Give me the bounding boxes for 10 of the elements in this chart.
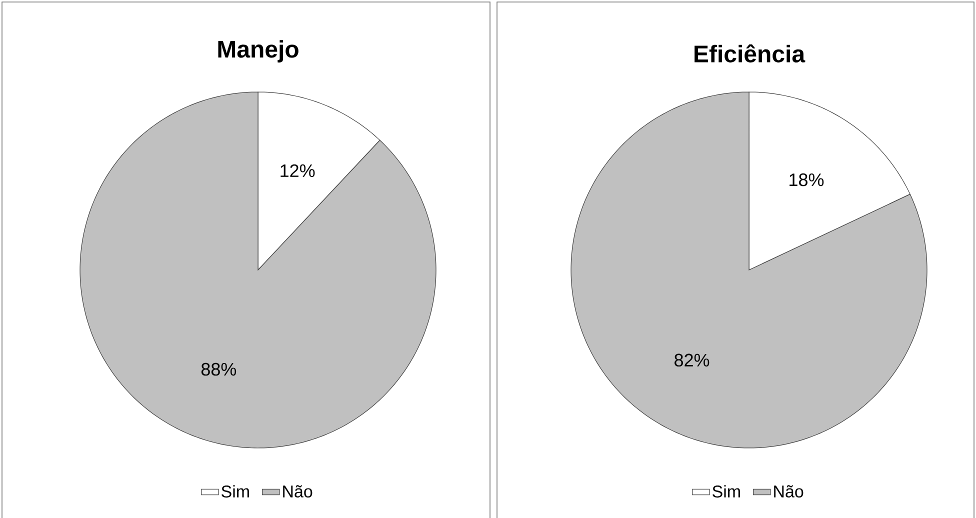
legend-label: Não — [283, 484, 312, 498]
data-label: 18% — [790, 173, 824, 186]
legend-label: Sim — [712, 484, 740, 498]
chart-title: Manejo — [218, 40, 298, 62]
legend-label: Não — [774, 484, 804, 498]
data-label: 12% — [280, 164, 315, 177]
data-label: 82% — [674, 354, 710, 366]
data-label: 88% — [201, 362, 236, 376]
legend-label: Sim — [222, 484, 249, 498]
chart-title: Eficiência — [694, 44, 806, 62]
